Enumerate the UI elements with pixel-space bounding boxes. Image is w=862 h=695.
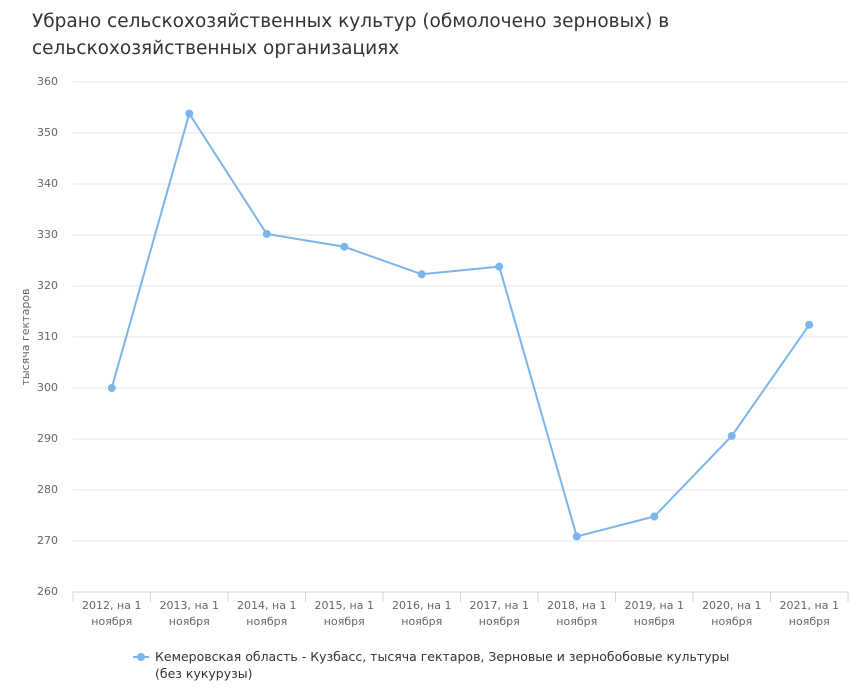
x-tick-label: 2018, на 1 ноября: [547, 599, 607, 628]
y-tick-label: 270: [37, 534, 58, 547]
point: [572, 532, 581, 541]
x-tick-label: 2016, на 1 ноября: [392, 599, 452, 628]
point: [650, 512, 659, 521]
chart-title: Убрано сельскохозяйственных культур (обм…: [32, 11, 670, 59]
x-tick-label: 2020, на 1 ноября: [702, 599, 762, 628]
x-tick-label: 2014, на 1 ноября: [237, 599, 297, 628]
legend-label[interactable]: Кемеровская область - Кузбасс, тысяча ге…: [155, 649, 730, 681]
x-tick-label: 2012, на 1 ноября: [82, 599, 142, 628]
point: [417, 270, 426, 279]
y-tick-label: 350: [37, 126, 58, 139]
point: [340, 242, 349, 251]
y-tick-label: 320: [37, 279, 58, 292]
line: [110, 111, 811, 538]
point: [805, 320, 814, 329]
y-tick-label: 330: [37, 228, 58, 241]
point: [495, 262, 504, 271]
y-tick-label: 280: [37, 483, 58, 496]
y-tick-label: 300: [37, 381, 58, 394]
y-tick-label: 290: [37, 432, 58, 445]
y-tick-label: 310: [37, 330, 58, 343]
y-tick-label: 340: [37, 177, 58, 190]
x-tick-label: 2015, на 1 ноября: [314, 599, 374, 628]
point: [262, 229, 271, 238]
y-tick-label: 260: [37, 585, 58, 598]
x-tick-label: 2021, на 1 ноября: [779, 599, 839, 628]
point: [185, 109, 194, 118]
point: [727, 431, 736, 440]
y-tick-label: 360: [37, 75, 58, 88]
x-tick-label: 2017, на 1 ноября: [469, 599, 529, 628]
y-axis-label: тысяча гектаров: [19, 288, 32, 385]
point: [107, 384, 116, 392]
x-tick-label: 2013, на 1 ноября: [159, 599, 219, 628]
x-tick-label: 2019, на 1 ноября: [624, 599, 684, 628]
legend-marker: [137, 653, 145, 661]
